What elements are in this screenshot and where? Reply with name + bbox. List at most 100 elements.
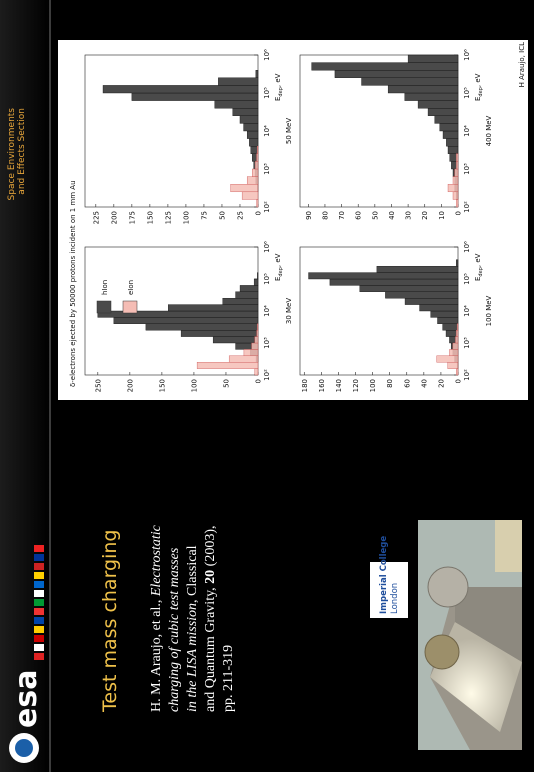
histogram-bar [244,349,258,355]
histogram-bar [446,139,458,147]
y-tick-label: 200 [126,379,134,392]
x-tick-label: 10² [463,369,471,381]
histogram-bar [231,184,258,192]
y-tick-label: 0 [455,379,463,383]
y-tick-label: 150 [146,211,154,224]
panel-subtitle: 400 MeV [485,115,493,146]
histogram-bar [456,154,458,162]
x-tick-label: 10⁶ [463,241,471,253]
histogram-bar [405,93,458,101]
legend-label: hIon [101,280,109,295]
slide: esa Space Environments and Effects Secti… [0,0,534,772]
histogram-bar [223,298,258,304]
y-tick-label: 30 [405,211,413,220]
histogram-bar [146,324,258,330]
x-axis-label-part: E [474,97,482,101]
citation-run: 20 [203,570,218,584]
x-tick-label: 10⁵ [463,273,471,285]
y-tick-label: 25 [236,211,244,220]
x-axis-label-part: , eV [474,73,482,87]
y-tick-label: 80 [321,211,329,220]
histogram-bar [103,85,258,93]
citation-run: charging of cubic test masses [167,547,182,712]
histogram-bar [114,317,258,323]
x-tick-label: 10³ [263,163,271,175]
citation-run: in the LISA mission [185,603,200,712]
histogram-bar [435,116,458,124]
histogram-bar [197,362,258,368]
histogram-bar [453,192,458,200]
y-tick-label: 80 [386,379,394,388]
histogram-bar [247,131,258,139]
x-tick-label: 10⁴ [463,305,471,317]
y-tick-label: 125 [164,211,172,224]
histogram-bar [255,161,258,169]
histogram-bar [437,356,458,362]
histogram-bar [377,266,458,272]
photo [418,520,522,750]
histogram-bar [181,330,258,336]
histogram-bar [362,78,458,86]
histogram-bar [448,184,458,192]
y-tick-label: 225 [92,211,100,224]
y-tick-label: 200 [110,211,118,224]
citation-run: pp. 211-319 [221,645,236,712]
histogram-bar [360,285,458,291]
histogram-bar [456,260,458,266]
histogram-bar [240,285,258,291]
histogram-bar [218,78,258,86]
histogram-bar [242,192,258,200]
x-tick-label: 10² [463,201,471,213]
panel-subtitle: 30 MeV [285,298,293,324]
x-axis-label-part: , eV [274,73,282,87]
x-axis-label-part: , eV [474,253,482,267]
histogram-bar [257,273,258,279]
histogram-bar [456,330,458,336]
x-axis-label-part: dep [278,87,284,96]
histogram-bar [215,101,258,109]
x-axis-label-part: E [274,97,282,101]
x-tick-label: 10² [263,369,271,381]
y-tick-label: 0 [255,379,263,383]
y-tick-label: 40 [420,379,428,388]
x-tick-label: 10⁵ [463,87,471,99]
histogram-bar [385,292,458,298]
histogram-bar [457,324,458,330]
histogram-bar [254,279,258,285]
histogram-bar [420,305,458,311]
institution-name: London [390,583,400,614]
citation-line: charging of cubic test masses [167,547,182,712]
citation-run: Electrostatic [149,524,164,597]
histogram-bar [443,131,458,139]
x-tick-label: 10⁶ [263,241,271,253]
section-label: and Effects Section [17,108,27,195]
institution-name: Imperial College [379,536,389,614]
histogram-bar [252,343,258,349]
x-tick-label: 10⁴ [463,125,471,137]
histogram-bar [455,337,458,343]
y-tick-label: 20 [421,211,429,220]
y-tick-label: 0 [455,211,463,215]
y-tick-label: 10 [438,211,446,220]
x-tick-label: 10⁴ [263,125,271,137]
x-tick-label: 10⁶ [463,49,471,61]
y-tick-label: 250 [94,379,102,392]
legend-swatch [97,301,111,313]
histogram-bar [309,273,458,279]
histogram-bar [312,63,458,71]
histogram-bar [438,317,458,323]
citation-line: and Quantum Gravity, 20 (2003), [203,525,218,712]
y-tick-label: 40 [388,211,396,220]
y-tick-label: 90 [305,211,313,220]
citation-line: pp. 211-319 [221,645,236,712]
y-tick-label: 100 [190,379,198,392]
histogram-bar [449,349,458,355]
histogram-bar [244,123,258,131]
citation-run: and Quantum Gravity, [203,584,218,712]
section-label: Space Environments [7,108,17,201]
histogram-bar [168,305,258,311]
histogram-bar [448,146,458,154]
y-tick-label: 150 [158,379,166,392]
histogram-bar [257,330,258,336]
histogram-bar [98,311,258,317]
